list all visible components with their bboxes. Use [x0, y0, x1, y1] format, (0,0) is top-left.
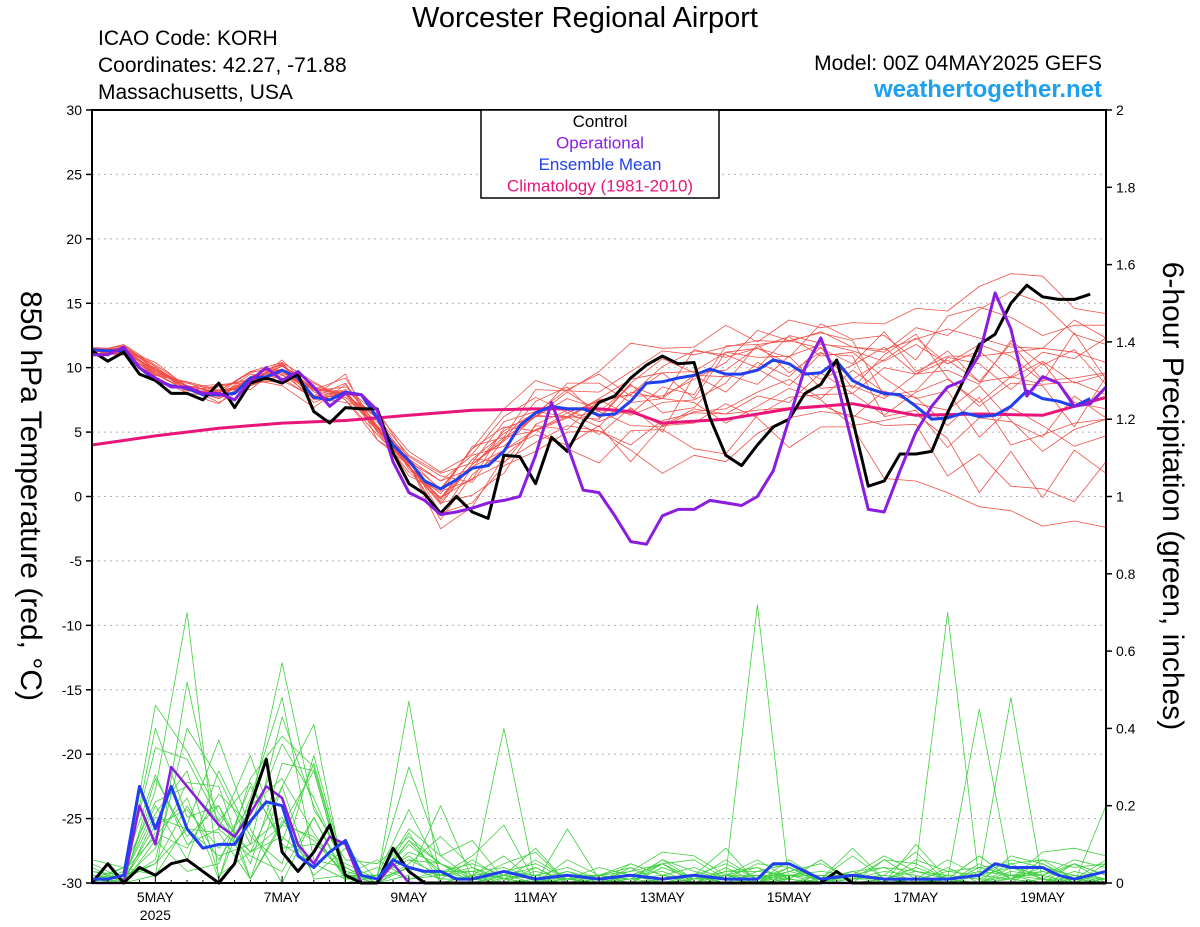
precip-member-line: [91, 612, 1107, 884]
temp-member-line: [91, 349, 1107, 500]
y-tick-label-left: 25: [66, 166, 82, 182]
x-tick-label: 9MAY: [390, 889, 428, 905]
grid: [92, 173, 1106, 820]
temp-control-line: [91, 283, 1091, 520]
precip-member-line: [91, 662, 1107, 884]
temp-member-line: [91, 331, 1107, 483]
temp-operational-line: [92, 291, 1108, 546]
y-tick-label-right: 1.4: [1116, 334, 1136, 350]
temp-member-line: [91, 332, 1107, 499]
y-tick-label-left: -10: [62, 617, 82, 633]
legend-entry: Climatology (1981-2010): [507, 177, 693, 196]
temp-member-line: [91, 342, 1107, 503]
temp-member-line: [91, 319, 1107, 500]
x-tick-label: 7MAY: [264, 889, 302, 905]
y-tick-label-right: 1.6: [1116, 257, 1136, 273]
x-tick-label: 5MAY: [137, 889, 175, 905]
y-tick-label-right: 0.8: [1116, 566, 1136, 582]
plot-frame: [91, 109, 1107, 884]
x-tick-label: 11MAY: [514, 889, 558, 905]
brand-link[interactable]: weathertogether.net: [873, 76, 1102, 103]
x-tick-label: 15MAY: [767, 889, 813, 905]
y-tick-label-left: 30: [66, 102, 82, 118]
y-tick-label-left: 20: [66, 231, 82, 247]
precip-member-line: [91, 782, 1106, 884]
legend-entry: Control: [573, 112, 628, 131]
icao-code: ICAO Code: KORH: [98, 27, 278, 50]
y-tick-label-left: -5: [70, 553, 83, 569]
temp-member-line: [91, 306, 1106, 473]
legend-entry: Operational: [556, 134, 644, 153]
y-tick-label-left: -20: [62, 746, 82, 762]
temp-member-line: [91, 340, 1107, 474]
legend: Control Operational Ensemble Mean Climatolo…: [480, 109, 720, 199]
legend-entry: Ensemble Mean: [539, 155, 662, 174]
y-tick-label-right: 2: [1116, 102, 1124, 118]
y-tick-label-right: 1.8: [1116, 179, 1136, 195]
y-tick-label-right: 0.2: [1116, 798, 1136, 814]
x-tick-label: 19MAY: [1020, 889, 1066, 905]
legend-box: [480, 109, 720, 199]
y-tick-label-right: 0.4: [1116, 720, 1136, 736]
x-tick-label: 17MAY: [893, 889, 939, 905]
y-tick-label-right: 0.6: [1116, 643, 1136, 659]
precip-member-line: [91, 724, 1107, 884]
y-tick-label-right: 1: [1116, 489, 1124, 505]
y-tick-label-right: 0: [1116, 875, 1124, 891]
x-year-label: 2025: [140, 907, 171, 923]
page-title: Worcester Regional Airport: [411, 2, 758, 34]
y-tick-label-left: 0: [74, 489, 82, 505]
model-run: Model: 00Z 04MAY2025 GEFS: [814, 52, 1102, 75]
temperature-series: [91, 273, 1108, 546]
y-tick-label-left: 15: [66, 295, 82, 311]
y-tick-label-left: -25: [62, 811, 82, 827]
region: Massachusetts, USA: [98, 81, 293, 104]
y-tick-label-left: 10: [66, 360, 82, 376]
temp-member-line: [91, 346, 1107, 530]
x-tick-label: 13MAY: [640, 889, 686, 905]
axes: 302520151050-5-10-15-20-25-3021.81.61.41…: [62, 102, 1136, 923]
precip-member-line: [92, 604, 1107, 884]
y-tick-label-right: 1.2: [1116, 411, 1136, 427]
coordinates: Coordinates: 42.27, -71.88: [98, 54, 347, 77]
y-tick-label-left: 5: [74, 424, 82, 440]
y-tick-label-left: -15: [62, 682, 82, 698]
y-tick-label-left: -30: [62, 875, 82, 891]
temp-member-line: [91, 344, 1107, 482]
precipitation-series: [90, 604, 1107, 885]
